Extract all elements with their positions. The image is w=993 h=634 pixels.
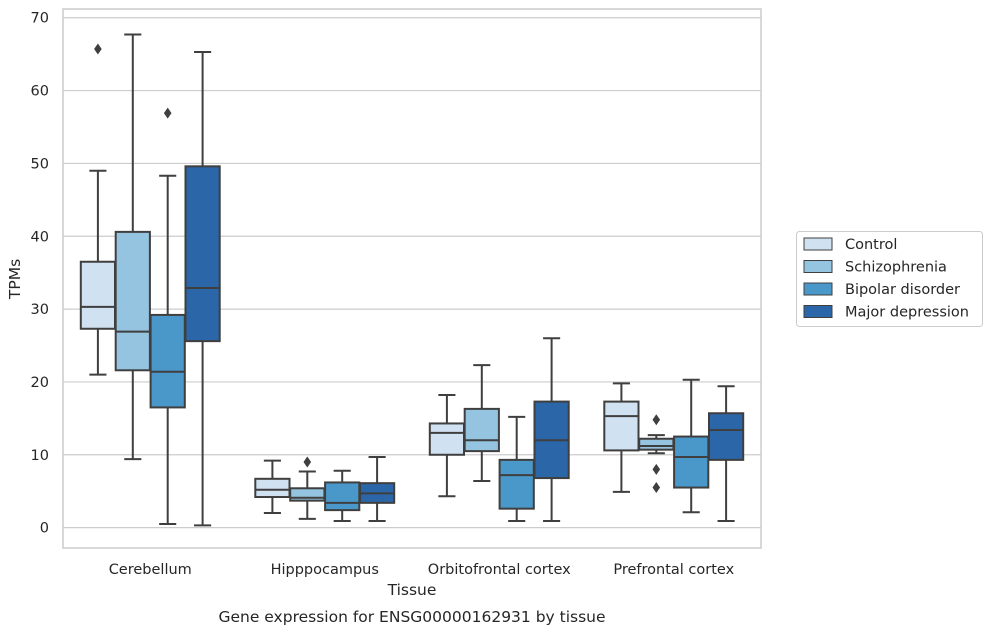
y-axis-label: TPMs (6, 259, 24, 300)
box (673, 435, 710, 489)
y-tick-label: 70 (31, 11, 49, 27)
outlier-point (652, 482, 661, 494)
box-group (428, 394, 466, 498)
box (324, 481, 361, 512)
box-group (358, 455, 396, 523)
y-tick-label: 60 (31, 84, 49, 100)
figure-caption: Gene expression for ENSG00000162931 by t… (218, 608, 605, 626)
box (638, 437, 675, 451)
box-group (673, 378, 710, 514)
box-group (254, 459, 291, 515)
box (149, 313, 186, 409)
plot-frame (62, 8, 762, 549)
box-group (498, 415, 535, 523)
box-group (184, 50, 221, 527)
box-plot-area (79, 33, 745, 527)
box (184, 165, 221, 343)
legend: Control Schizophrenia Bipolar disorder Majo… (796, 231, 983, 327)
outlier-point (94, 43, 102, 55)
legend-label: Control (845, 237, 897, 253)
box-group (79, 43, 117, 376)
outlier-point (652, 463, 661, 475)
legend-swatch (803, 282, 833, 296)
outlier-point (303, 456, 312, 468)
legend-label: Major depression (845, 305, 969, 321)
y-tick-label: 0 (40, 521, 49, 537)
box-group (463, 364, 500, 482)
box (603, 400, 640, 452)
y-tick-label: 20 (31, 375, 49, 391)
x-tick-label: Hipppocampus (271, 562, 379, 578)
legend-swatch (803, 305, 833, 318)
box-group (114, 33, 151, 461)
outlier-point (163, 107, 172, 119)
y-tick-label: 50 (31, 156, 49, 172)
legend-swatch (803, 260, 833, 273)
y-tick-label: 30 (31, 302, 49, 318)
box (463, 407, 500, 453)
legend-label: Schizophrenia (845, 260, 947, 276)
box (254, 477, 291, 499)
box (498, 458, 535, 510)
x-axis-label: Tissue (387, 581, 437, 599)
box-group (603, 382, 640, 493)
x-tick-label: Orbitofrontal cortex (428, 562, 571, 578)
y-axis-ticks: 0 10 20 30 40 50 60 70 (31, 11, 49, 537)
box-group (289, 456, 326, 520)
y-tick-label: 10 (31, 448, 49, 464)
legend-swatch (803, 237, 833, 251)
box (289, 487, 326, 502)
box-group (324, 469, 361, 523)
box (79, 260, 117, 330)
box-group (533, 337, 570, 523)
box-group (707, 385, 745, 523)
box-group (149, 107, 186, 525)
y-tick-label: 40 (31, 229, 49, 245)
box-group (638, 414, 675, 494)
outlier-point (652, 414, 661, 426)
box (428, 422, 466, 456)
box (707, 412, 745, 461)
x-axis-ticks: Cerebellum Hipppocampus Orbitofrontal cort… (109, 562, 735, 578)
x-tick-label: Prefrontal cortex (613, 562, 734, 578)
box (114, 230, 151, 372)
legend-label: Bipolar disorder (845, 282, 960, 298)
legend-frame (796, 231, 983, 327)
x-tick-label: Cerebellum (109, 562, 192, 578)
